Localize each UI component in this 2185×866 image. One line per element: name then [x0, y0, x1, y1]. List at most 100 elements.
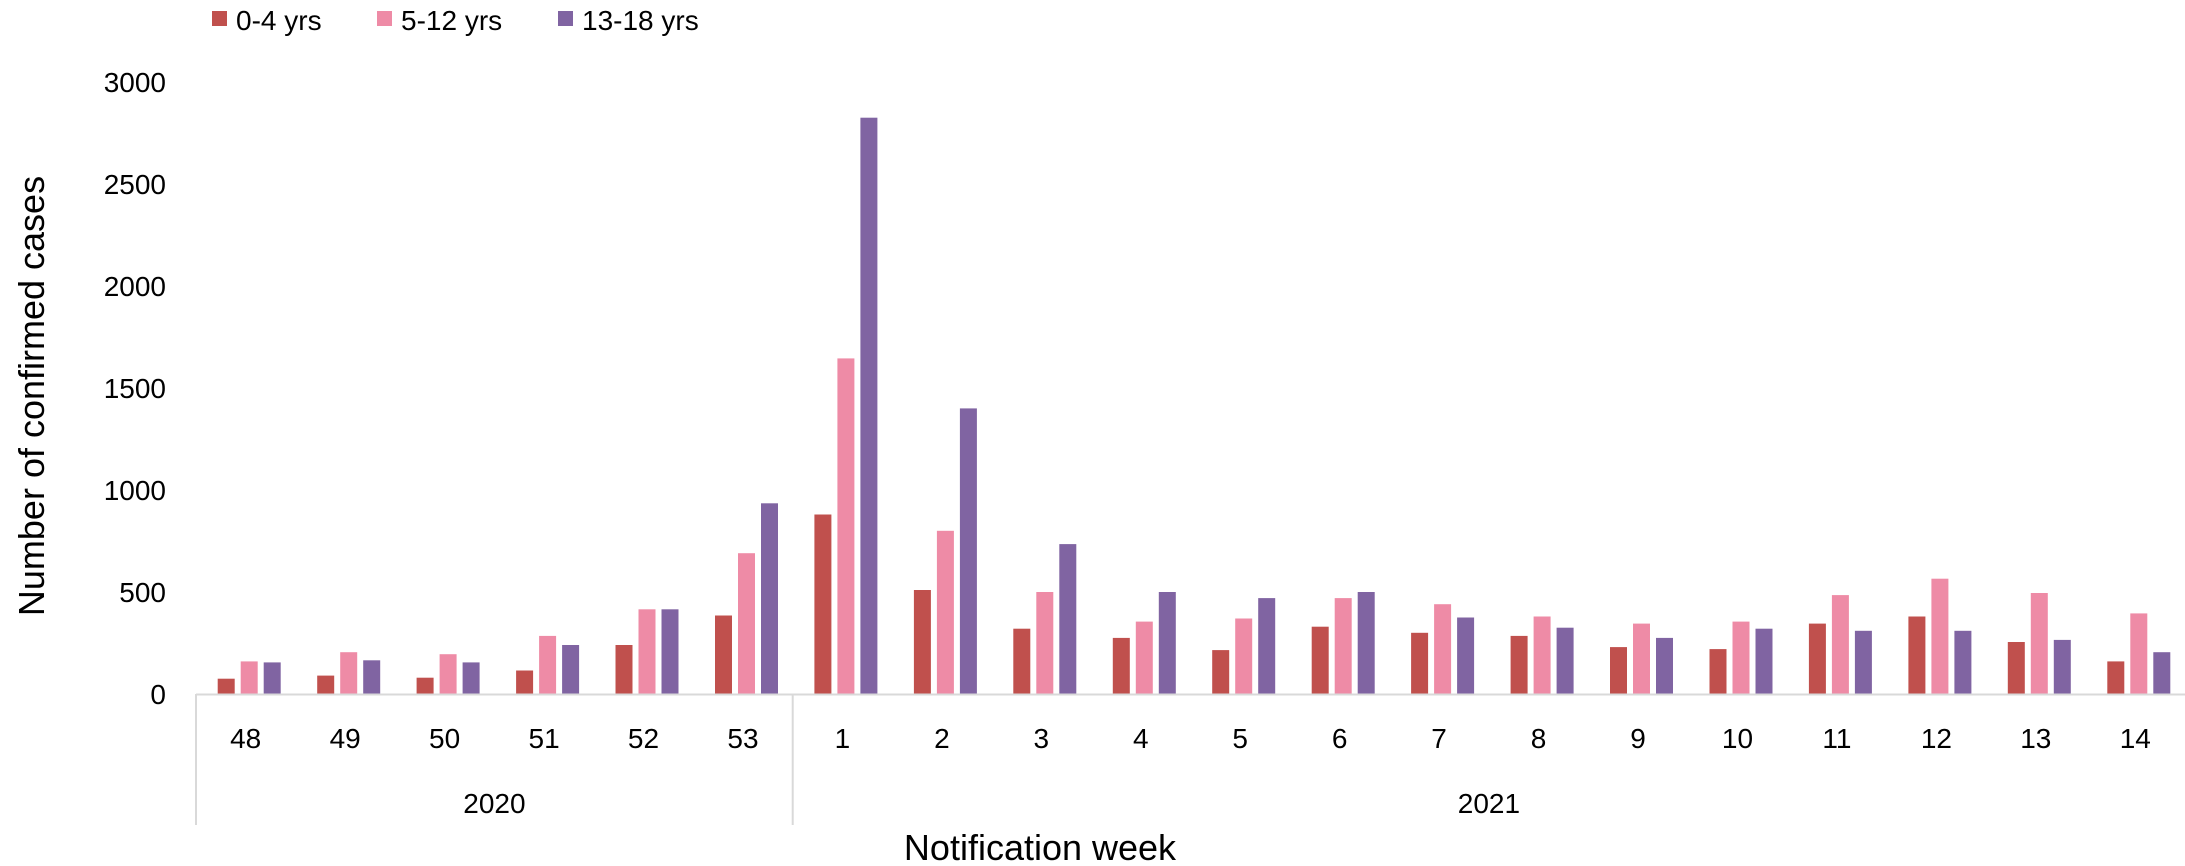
x-tick-label: 3: [1034, 723, 1050, 754]
bar-5-12-yrs-week-3: [1036, 592, 1054, 694]
y-tick-label: 2500: [104, 169, 166, 200]
bar-0-4-yrs-week-10: [1709, 649, 1727, 694]
bar-0-4-yrs-week-12: [1908, 616, 1926, 694]
x-axis-tick-labels: 48 49 50 51 52 53 1 2 3 4 5 6 7 8 9 10 11 12 13 14: [230, 723, 2151, 754]
y-tick-label: 3000: [104, 67, 166, 98]
legend: 0-4 yrs 5-12 yrs 13-18 yrs: [212, 5, 699, 36]
bar-5-12-yrs-week-8: [1533, 616, 1551, 694]
y-axis-title: Number of confirmed cases: [11, 176, 52, 616]
bar-13-18-yrs-week-14: [2153, 652, 2171, 694]
x-axis-title: Notification week: [904, 827, 1177, 866]
x-tick-label: 13: [2020, 723, 2051, 754]
bar-13-18-yrs-week-9: [1656, 637, 1673, 694]
bar-0-4-yrs-week-5: [1212, 650, 1230, 694]
x-tick-label: 14: [2120, 723, 2151, 754]
bar-0-4-yrs-week-6: [1311, 626, 1329, 694]
bar-13-18-yrs-week-51: [562, 645, 580, 694]
x-tick-label: 4: [1133, 723, 1149, 754]
y-tick-label: 500: [119, 577, 166, 608]
bar-13-18-yrs-week-1: [860, 117, 878, 694]
x-tick-label: 6: [1332, 723, 1348, 754]
x-tick-label: 2: [934, 723, 950, 754]
bar-5-12-yrs-week-11: [1831, 595, 1849, 694]
y-tick-label: 1500: [104, 373, 166, 404]
bar-13-18-yrs-week-7: [1457, 617, 1475, 694]
bar-5-12-yrs-week-48: [240, 661, 258, 694]
x-tick-label: 50: [429, 723, 460, 754]
bar-5-12-yrs-week-5: [1235, 618, 1253, 694]
x-tick-label: 8: [1531, 723, 1547, 754]
bar-13-18-yrs-week-4: [1158, 592, 1176, 694]
bar-13-18-yrs-week-8: [1556, 627, 1574, 694]
bar-0-4-yrs-week-50: [416, 677, 434, 694]
bar-13-18-yrs-week-12: [1954, 630, 1972, 694]
bar-0-4-yrs-week-4: [1112, 637, 1130, 694]
bar-0-4-yrs-week-13: [2007, 642, 2025, 694]
bar-5-12-yrs-week-51: [539, 635, 557, 694]
x-axis-group-labels: 2020 2021: [463, 788, 1520, 819]
bar-13-18-yrs-week-48: [263, 662, 281, 694]
bar-13-18-yrs-week-49: [363, 660, 381, 694]
bar-5-12-yrs-week-7: [1434, 604, 1452, 694]
bar-5-12-yrs-week-1: [837, 358, 855, 694]
bar-0-4-yrs-week-3: [1013, 628, 1031, 694]
legend-label-1: 0-4 yrs: [236, 5, 322, 36]
x-tick-label: 52: [628, 723, 659, 754]
bar-5-12-yrs-week-50: [439, 654, 457, 694]
x-tick-label: 53: [727, 723, 758, 754]
x-tick-label: 51: [529, 723, 560, 754]
x-tick-label: 12: [1921, 723, 1952, 754]
bar-13-18-yrs-week-3: [1059, 544, 1077, 694]
bar-0-4-yrs-week-14: [2107, 661, 2125, 694]
bar-13-18-yrs-week-53: [761, 503, 778, 694]
x-group-label: 2021: [1458, 788, 1520, 819]
bar-0-4-yrs-week-48: [217, 678, 235, 694]
bar-0-4-yrs-week-2: [913, 590, 931, 694]
bar-0-4-yrs-week-1: [814, 514, 832, 694]
x-tick-label: 10: [1722, 723, 1753, 754]
bar-0-4-yrs-week-51: [516, 670, 534, 694]
bar-0-4-yrs-week-53: [715, 615, 732, 694]
bar-0-4-yrs-week-7: [1411, 632, 1429, 694]
bar-0-4-yrs-week-49: [317, 675, 335, 694]
bar-13-18-yrs-week-2: [959, 408, 977, 694]
bar-13-18-yrs-week-13: [2053, 639, 2071, 694]
bar-13-18-yrs-week-11: [1854, 630, 1872, 694]
legend-swatch-1: [212, 11, 227, 26]
legend-swatch-3: [558, 11, 573, 26]
bar-5-12-yrs-week-4: [1135, 621, 1153, 694]
bar-5-12-yrs-week-53: [738, 553, 755, 694]
y-tick-label: 0: [150, 679, 166, 710]
bars: [217, 117, 2171, 694]
bar-13-18-yrs-week-6: [1357, 592, 1375, 694]
legend-label-2: 5-12 yrs: [401, 5, 502, 36]
bar-5-12-yrs-week-2: [936, 530, 954, 694]
bar-5-12-yrs-week-6: [1334, 598, 1352, 694]
y-tick-label: 1000: [104, 475, 166, 506]
bar-0-4-yrs-week-52: [615, 645, 633, 694]
x-tick-label: 9: [1630, 723, 1646, 754]
x-tick-label: 1: [835, 723, 851, 754]
bar-5-12-yrs-week-52: [638, 609, 656, 694]
legend-swatch-2: [377, 11, 392, 26]
bar-5-12-yrs-week-49: [340, 652, 358, 694]
bar-5-12-yrs-week-10: [1732, 621, 1750, 694]
bar-13-18-yrs-week-10: [1755, 628, 1773, 694]
x-group-label: 2020: [463, 788, 525, 819]
x-tick-label: 49: [330, 723, 361, 754]
bar-5-12-yrs-week-13: [2030, 593, 2048, 694]
x-tick-label: 48: [230, 723, 261, 754]
x-tick-label: 5: [1232, 723, 1248, 754]
bar-13-18-yrs-week-5: [1258, 598, 1276, 694]
bar-5-12-yrs-week-14: [2130, 613, 2148, 694]
bar-13-18-yrs-week-52: [661, 609, 679, 694]
bar-0-4-yrs-week-8: [1510, 635, 1528, 694]
x-tick-label: 7: [1431, 723, 1447, 754]
bar-5-12-yrs-week-12: [1931, 578, 1949, 694]
y-axis-tick-labels: 0 500 1000 1500 2000 2500 3000: [104, 67, 166, 710]
bar-0-4-yrs-week-9: [1610, 647, 1627, 694]
legend-label-3: 13-18 yrs: [582, 5, 699, 36]
y-tick-label: 2000: [104, 271, 166, 302]
bar-13-18-yrs-week-50: [462, 662, 480, 694]
